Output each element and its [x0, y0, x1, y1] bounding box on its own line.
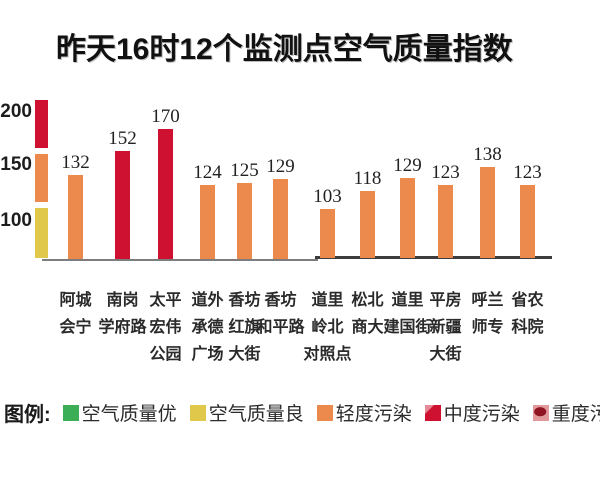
- bar-平房新疆大街: [438, 185, 453, 258]
- y-tick-200: 200: [0, 101, 32, 122]
- category-label-line: 新疆: [429, 319, 462, 336]
- axis-strip-red: [35, 100, 48, 148]
- bar-香坊红旗大街: [237, 183, 252, 259]
- bar-道里建国街: [400, 178, 415, 258]
- bar-value: 124: [193, 162, 222, 183]
- category-label-line: 香坊: [264, 292, 297, 309]
- bar-value: 138: [473, 144, 502, 165]
- category-label-line: 红旗: [228, 319, 261, 336]
- legend-swatch-excellent-icon: [62, 404, 79, 421]
- bar-省农科院: [520, 185, 535, 258]
- bar-太平宏伟公园: [158, 129, 173, 259]
- bar-南岗学府路: [115, 151, 130, 259]
- bar-value: 103: [313, 186, 342, 207]
- bar-value: 129: [266, 156, 295, 177]
- category-label-line: 建国街: [383, 319, 432, 336]
- axis-strip-yellow: [35, 208, 48, 258]
- category-label-line: 呼兰: [471, 292, 504, 309]
- category-label-line: 大街: [228, 346, 261, 363]
- bar-value: 123: [431, 162, 460, 183]
- legend-item-moderate: 中度污染: [424, 399, 520, 426]
- category-label-line: 师专: [471, 319, 504, 336]
- bar-阿城会宁: [68, 175, 83, 259]
- bar-香坊和平路: [273, 179, 288, 259]
- category-label-line: 学府路: [98, 319, 147, 336]
- category-label-line: 道里: [311, 292, 344, 309]
- axis-strip-orange: [35, 154, 48, 202]
- legend-label: 空气质量优: [81, 404, 177, 425]
- category-label-line: 会宁: [59, 319, 92, 336]
- category-label-line: 广场: [191, 346, 224, 363]
- category-label-line: 平房: [429, 292, 462, 309]
- category-label-line: 太平: [149, 292, 182, 309]
- legend-label: 轻度污染: [335, 404, 412, 425]
- category-label-line: 商大: [351, 319, 384, 336]
- bar-value: 132: [61, 152, 90, 173]
- legend-item-good: 空气质量良: [189, 399, 304, 426]
- legend-swatch-good-icon: [189, 404, 206, 421]
- legend-item-severe: 重度污染: [532, 399, 600, 426]
- legend: 图例: 空气质量优 空气质量良 轻度污染 中度污染 重度污染: [4, 398, 600, 427]
- legend-title: 图例:: [4, 404, 51, 426]
- category-label-line: 道外: [191, 292, 224, 309]
- legend-swatch-moderate-icon: [424, 404, 441, 421]
- category-label-line: 南岗: [106, 292, 139, 309]
- x-axis-line-right-group: [315, 256, 552, 259]
- legend-item-excellent: 空气质量优: [62, 399, 177, 426]
- legend-label: 重度污染: [551, 404, 600, 425]
- category-label-line: 公园: [149, 346, 182, 363]
- bar-呼兰师专: [480, 167, 495, 258]
- bar-道里岭北对照点: [320, 209, 335, 258]
- bar-value: 118: [353, 168, 382, 189]
- bar-value: 129: [393, 155, 422, 176]
- legend-item-light: 轻度污染: [316, 399, 412, 426]
- chart-title: 昨天16时12个监测点空气质量指数: [56, 33, 513, 66]
- y-tick-150: 150: [0, 154, 32, 175]
- category-label-line: 大街: [429, 346, 462, 363]
- category-label-line: 岭北: [311, 319, 344, 336]
- category-label-line: 对照点: [303, 346, 352, 363]
- category-label-line: 科院: [511, 319, 544, 336]
- bar-value: 170: [151, 106, 180, 127]
- bar-value: 123: [513, 162, 542, 183]
- bar-value: 125: [230, 160, 259, 181]
- bar-value: 152: [108, 128, 137, 149]
- legend-items: 空气质量优 空气质量良 轻度污染 中度污染 重度污染: [62, 399, 600, 426]
- category-label-line: 香坊: [228, 292, 261, 309]
- category-label-line: 阿城: [59, 292, 92, 309]
- legend-swatch-light-icon: [316, 404, 333, 421]
- category-label-line: 省农: [511, 292, 544, 309]
- category-label-line: 承德: [191, 319, 224, 336]
- x-axis-line-left-group: [42, 259, 318, 261]
- y-tick-100: 100: [0, 210, 32, 231]
- legend-swatch-severe-icon: [532, 404, 549, 421]
- category-label-line: 松北: [351, 292, 384, 309]
- bar-道外承德广场: [200, 185, 215, 259]
- legend-label: 中度污染: [443, 404, 520, 425]
- legend-label: 空气质量良: [208, 404, 304, 425]
- category-label-line: 宏伟: [149, 319, 182, 336]
- category-label-line: 和平路: [256, 319, 305, 336]
- bar-松北商大: [360, 191, 375, 258]
- category-label-line: 道里: [391, 292, 424, 309]
